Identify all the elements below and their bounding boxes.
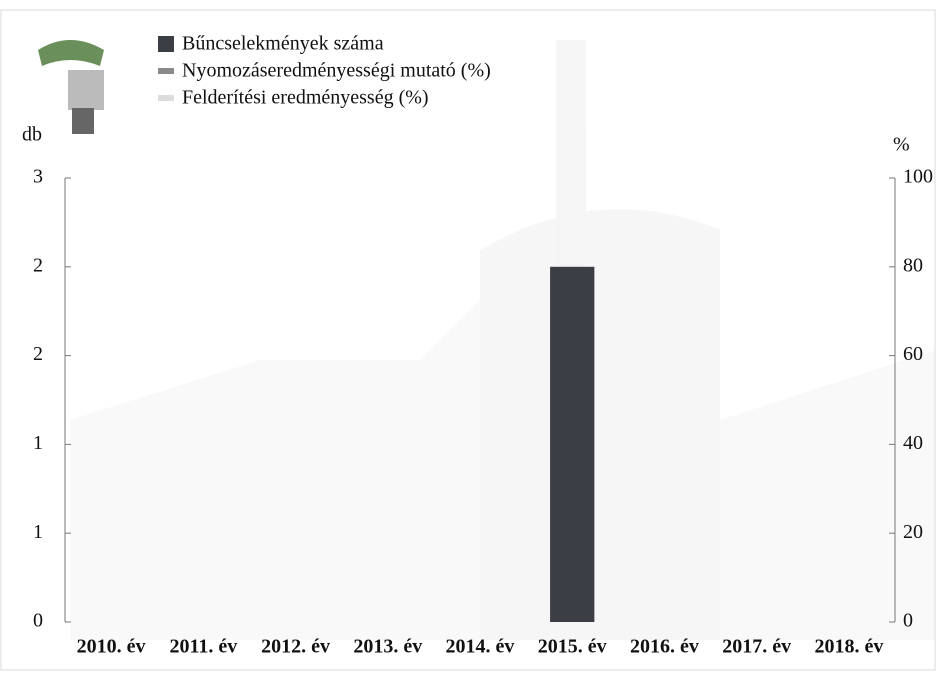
legend-swatch [158, 95, 174, 101]
x-tick-label: 2010. év [77, 636, 146, 658]
x-tick-label: 2015. év [538, 636, 607, 658]
y2-tick-label: 20 [903, 521, 923, 543]
y-tick-label: 2 [33, 343, 43, 365]
y-tick-label: 1 [33, 432, 43, 454]
y-tick-label: 0 [33, 610, 43, 632]
x-tick-label: 2011. év [169, 636, 237, 658]
y2-tick-label: 40 [903, 432, 923, 454]
x-tick-label: 2012. év [261, 636, 330, 658]
page: {"chart_data": {"type": "bar", "categori… [0, 0, 946, 676]
x-tick-label: 2016. év [630, 636, 699, 658]
y-tick-label: 3 [33, 166, 43, 188]
y-tick-label: 2 [33, 254, 43, 276]
y-axis-title: db [22, 124, 42, 146]
legend-label: Bűncselekmények száma [182, 33, 384, 55]
legend-label: Felderítési eredményesség (%) [182, 87, 429, 109]
y2-tick-label: 80 [903, 254, 923, 276]
x-tick-label: 2014. év [446, 636, 515, 658]
x-tick-label: 2017. év [722, 636, 791, 658]
legend-swatch [158, 68, 174, 74]
y2-tick-label: 60 [903, 343, 923, 365]
legend-swatch [158, 36, 174, 52]
chart: db % 0 1 1 2 2 3 0 20 40 60 80 100 2010. év 2011. év 2… [0, 0, 946, 676]
y2-tick-label: 100 [903, 166, 933, 188]
y2-tick-label: 0 [903, 610, 913, 632]
legend-label: Nyomozáseredményességi mutató (%) [182, 60, 491, 82]
bar [550, 267, 594, 622]
y-tick-label: 1 [33, 521, 43, 543]
x-tick-label: 2018. év [814, 636, 883, 658]
y2-axis-title: % [893, 134, 910, 156]
x-tick-label: 2013. év [353, 636, 422, 658]
